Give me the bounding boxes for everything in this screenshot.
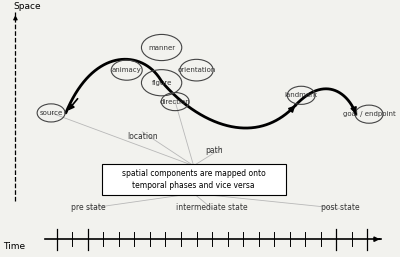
Text: Space: Space xyxy=(14,2,41,11)
Text: source: source xyxy=(40,110,63,116)
Text: spatial components are mapped onto
temporal phases and vice versa: spatial components are mapped onto tempo… xyxy=(122,169,266,190)
Text: location: location xyxy=(127,132,158,141)
Text: goal / endpoint: goal / endpoint xyxy=(343,111,396,117)
Text: landmark: landmark xyxy=(285,92,318,98)
Text: figure: figure xyxy=(152,80,172,86)
Text: Time: Time xyxy=(3,242,25,251)
Text: orientation: orientation xyxy=(177,67,216,73)
Text: intermediate state: intermediate state xyxy=(176,203,248,212)
FancyBboxPatch shape xyxy=(102,164,286,195)
Text: manner: manner xyxy=(148,44,175,51)
Text: pre state: pre state xyxy=(71,203,105,212)
Text: animacy: animacy xyxy=(112,67,142,73)
Text: path: path xyxy=(205,146,223,155)
Text: direction: direction xyxy=(160,99,190,105)
Text: post state: post state xyxy=(321,203,359,212)
